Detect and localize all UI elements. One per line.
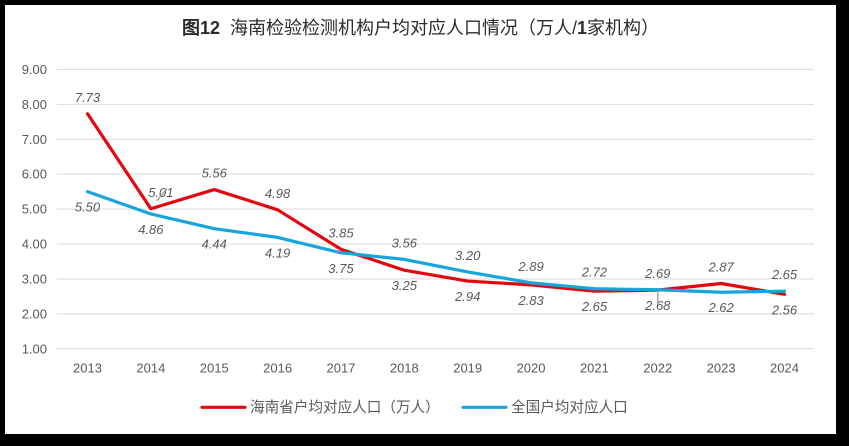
svg-text:2.72: 2.72: [581, 265, 608, 280]
svg-text:海南省户均对应人口（万人）: 海南省户均对应人口（万人）: [250, 398, 440, 416]
svg-text:2021: 2021: [580, 361, 609, 376]
svg-text:3.00: 3.00: [22, 271, 47, 286]
svg-text:9.00: 9.00: [22, 62, 47, 77]
svg-text:2.89: 2.89: [517, 259, 543, 274]
svg-text:2.69: 2.69: [644, 266, 670, 281]
svg-text:2019: 2019: [453, 361, 482, 376]
svg-text:2016: 2016: [263, 361, 292, 376]
svg-text:7.00: 7.00: [22, 132, 47, 147]
svg-text:3.75: 3.75: [328, 261, 354, 276]
svg-text:5.56: 5.56: [202, 166, 228, 181]
svg-text:2.87: 2.87: [707, 259, 734, 274]
svg-text:2.56: 2.56: [771, 302, 798, 317]
svg-text:2015: 2015: [200, 361, 229, 376]
svg-text:2.62: 2.62: [707, 300, 734, 315]
svg-text:2024: 2024: [770, 361, 799, 376]
svg-text:4.19: 4.19: [265, 245, 290, 260]
svg-text:4.86: 4.86: [138, 222, 164, 237]
svg-text:4.44: 4.44: [202, 237, 227, 252]
svg-text:2017: 2017: [326, 361, 355, 376]
svg-text:5.50: 5.50: [75, 200, 101, 215]
svg-text:2.00: 2.00: [22, 306, 47, 321]
svg-text:8.00: 8.00: [22, 97, 47, 112]
svg-text:3.25: 3.25: [392, 278, 418, 293]
svg-text:2023: 2023: [707, 361, 736, 376]
svg-text:2020: 2020: [517, 361, 546, 376]
svg-text:2.94: 2.94: [454, 289, 480, 304]
svg-text:3.56: 3.56: [392, 235, 418, 250]
svg-text:2013: 2013: [73, 361, 102, 376]
svg-text:4.98: 4.98: [265, 186, 291, 201]
svg-text:1.00: 1.00: [22, 341, 47, 356]
svg-text:4.00: 4.00: [22, 237, 47, 252]
svg-text:3.85: 3.85: [328, 225, 354, 240]
svg-text:2.65: 2.65: [581, 299, 608, 314]
svg-text:7.73: 7.73: [75, 90, 101, 105]
svg-text:5.01: 5.01: [148, 185, 173, 200]
svg-text:6.00: 6.00: [22, 167, 47, 182]
svg-text:2.65: 2.65: [771, 267, 798, 282]
svg-text:2.83: 2.83: [517, 293, 544, 308]
svg-text:2018: 2018: [390, 361, 419, 376]
svg-text:全国户均对应人口: 全国户均对应人口: [511, 398, 628, 416]
svg-text:2022: 2022: [643, 361, 672, 376]
svg-text:5.00: 5.00: [22, 202, 47, 217]
svg-text:2014: 2014: [136, 361, 165, 376]
svg-text:3.20: 3.20: [455, 248, 481, 263]
